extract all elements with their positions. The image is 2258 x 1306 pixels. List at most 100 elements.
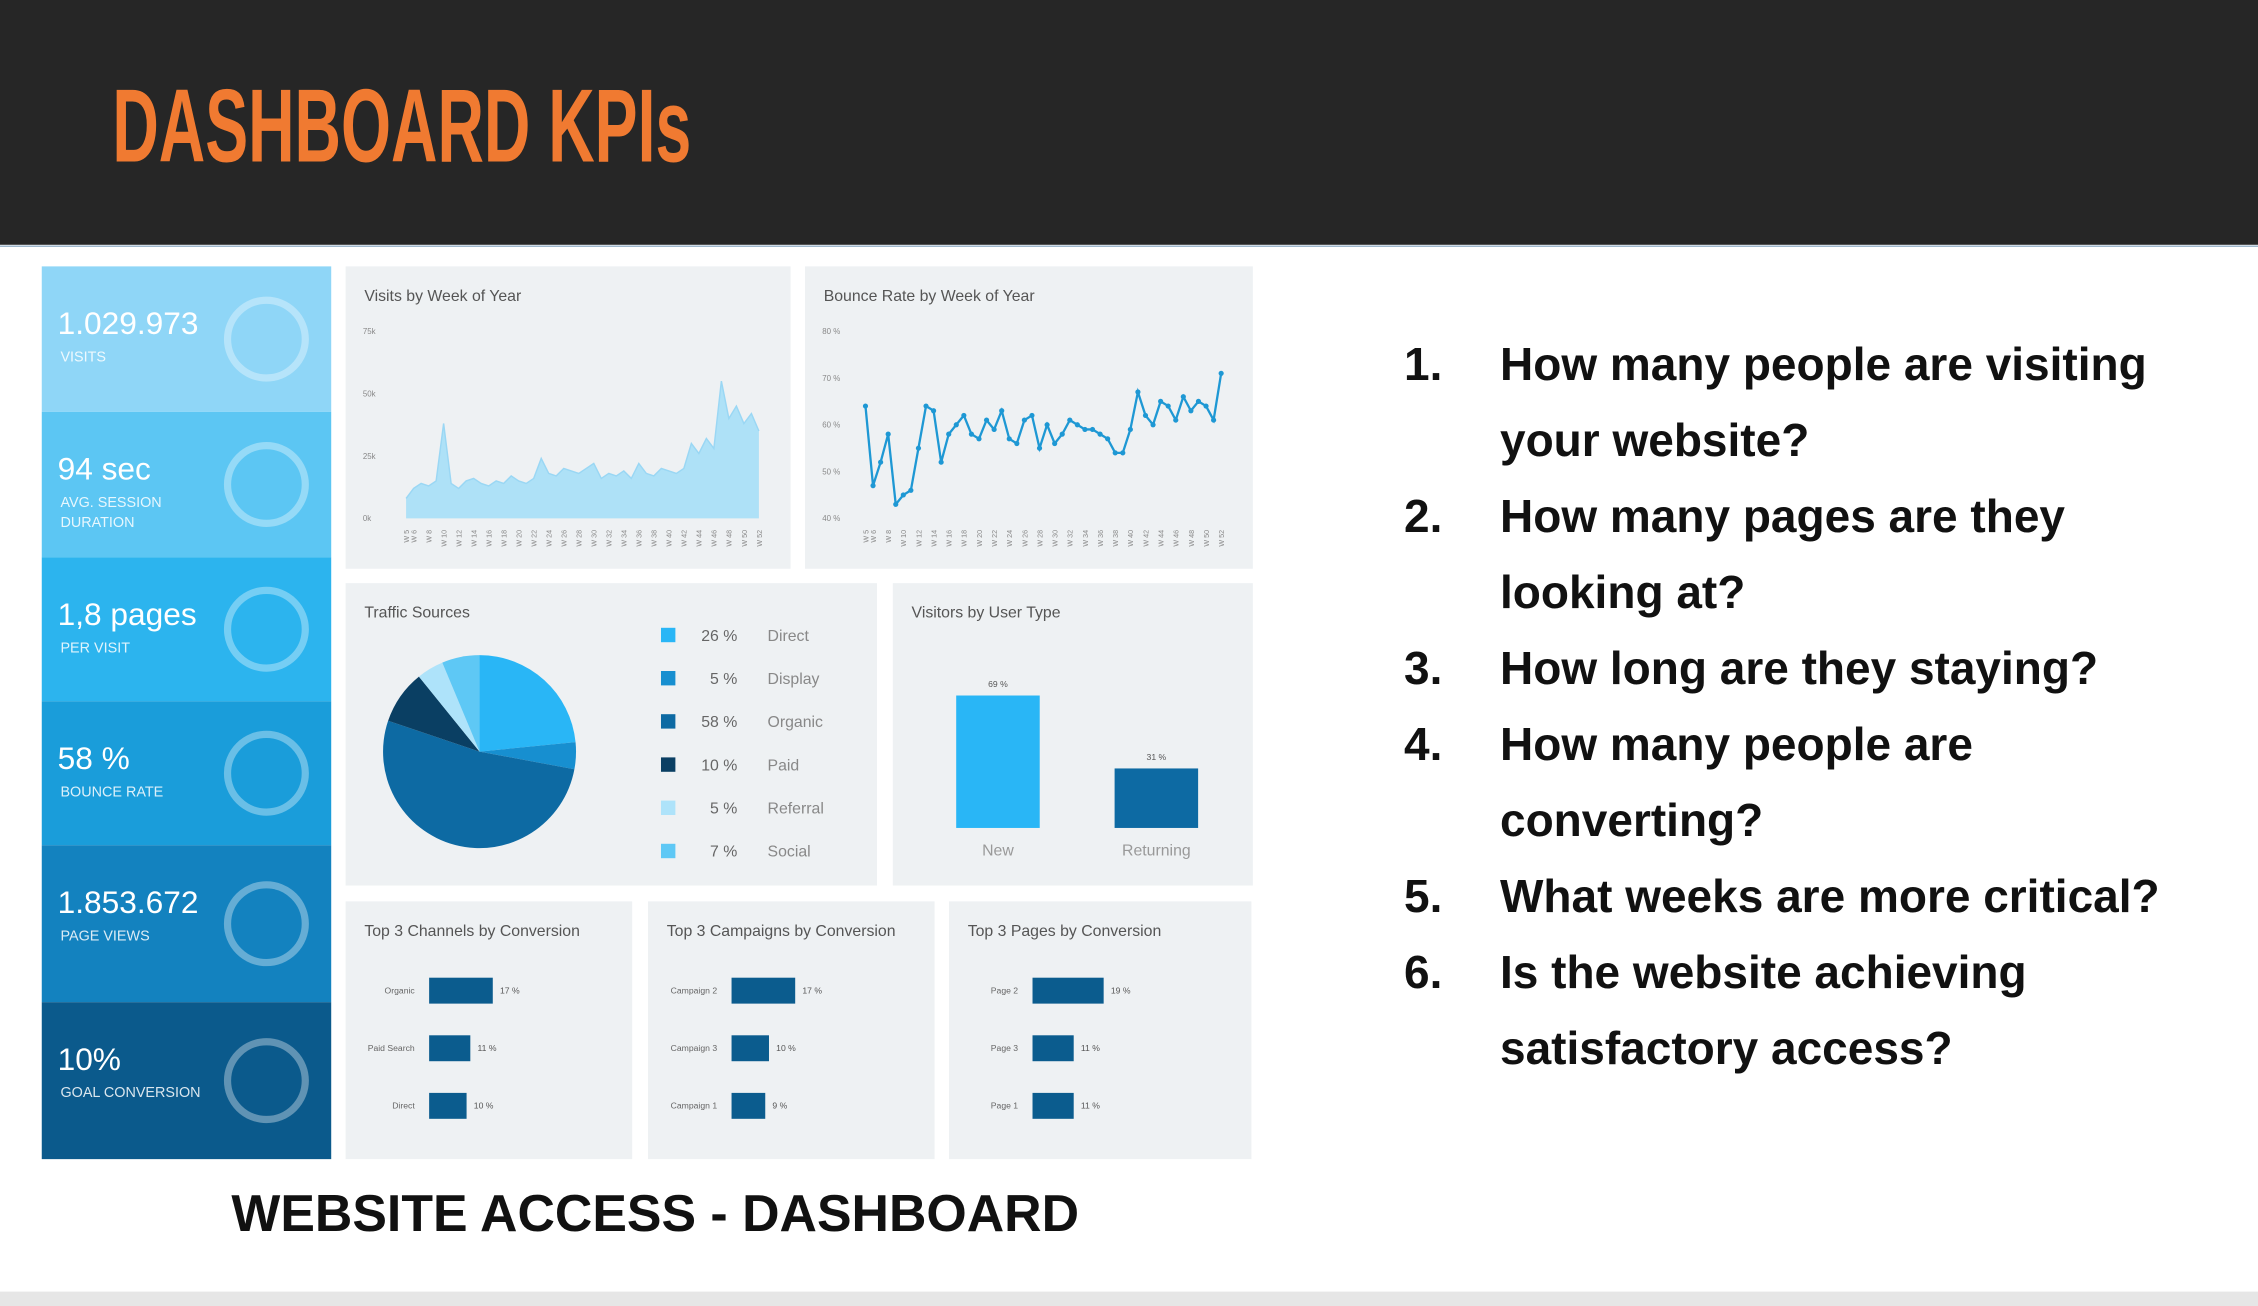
x-tick-label: W 6 xyxy=(409,530,418,543)
line-marker xyxy=(1112,450,1118,456)
kpi-value: 1.029.973 xyxy=(58,305,199,341)
question-number: 1. xyxy=(1404,338,1443,390)
line-marker xyxy=(893,501,899,507)
question: 5. What weeks are more critical? xyxy=(1404,858,2244,934)
line-marker xyxy=(1211,417,1217,423)
x-tick-label: W 34 xyxy=(1081,530,1090,547)
chart-panel xyxy=(345,901,633,1160)
bar xyxy=(1032,1035,1074,1062)
line-marker xyxy=(1021,417,1027,423)
x-tick-label: W 28 xyxy=(1035,530,1044,547)
line-marker xyxy=(1014,440,1020,447)
kpi-value: 1,8 pages xyxy=(58,596,197,632)
question: 1. How many people are visiting your webs… xyxy=(1404,326,2244,478)
question-number: 2. xyxy=(1404,490,1443,542)
y-category-label: Campaign 1 xyxy=(671,1101,718,1111)
question-number: 4. xyxy=(1404,718,1443,770)
kpi-value: 10% xyxy=(58,1041,121,1077)
line-marker xyxy=(1158,398,1164,404)
question-text: How long are they staying? xyxy=(1500,642,2099,694)
x-tick-label: W 46 xyxy=(710,530,719,547)
y-category-label: Campaign 2 xyxy=(671,986,718,996)
x-tick-label: W 26 xyxy=(560,530,569,547)
x-tick-label: W 30 xyxy=(590,530,599,547)
y-tick-label: 60 % xyxy=(822,421,840,430)
question-text: How many people are converting? xyxy=(1500,718,1973,846)
y-category-label: Page 2 xyxy=(991,986,1019,996)
y-tick-label: 50 % xyxy=(822,467,840,476)
x-tick-label: W 18 xyxy=(500,530,509,547)
x-tick-label: W 14 xyxy=(929,530,938,547)
chart-title: Top 3 Campaigns by Conversion xyxy=(667,923,896,940)
x-tick-label: W 50 xyxy=(740,530,749,547)
chart-panel xyxy=(648,901,935,1160)
x-tick-label: W 44 xyxy=(1156,530,1165,547)
question-list: 1. How many people are visiting your webs… xyxy=(1404,326,2244,1086)
line-marker xyxy=(1067,417,1073,423)
line-marker xyxy=(1052,440,1058,447)
question-text: How many pages are they looking at? xyxy=(1500,490,2065,618)
bar xyxy=(731,1092,766,1119)
bar xyxy=(731,1035,769,1062)
line-marker xyxy=(1105,436,1111,442)
legend-value: 26 % xyxy=(701,628,737,645)
pie-slice xyxy=(442,655,480,752)
x-tick-label: W 16 xyxy=(945,530,954,547)
legend-swatch xyxy=(660,843,676,859)
y-tick-label: 70 % xyxy=(822,374,840,383)
bar-value-label: 11 % xyxy=(1081,1043,1100,1053)
chart-title: Top 3 Channels by Conversion xyxy=(364,923,580,940)
line-marker xyxy=(983,417,990,423)
line-marker xyxy=(915,445,922,451)
legend-swatch xyxy=(660,670,676,686)
kpi-value: 94 sec xyxy=(58,450,151,486)
legend-name: Referral xyxy=(768,801,824,818)
question-text: What weeks are more critical? xyxy=(1500,870,2160,922)
y-tick-label: 80 % xyxy=(822,327,840,336)
bar xyxy=(429,1035,471,1062)
chart-title: Top 3 Pages by Conversion xyxy=(968,923,1162,940)
question-text: Is the website achieving satisfactory ac… xyxy=(1500,946,2027,1074)
header-bar xyxy=(0,0,2258,245)
y-category-label: Direct xyxy=(392,1101,415,1111)
line-marker xyxy=(908,487,914,493)
legend-value: 5 % xyxy=(710,801,737,818)
x-tick-label: W 12 xyxy=(914,530,923,547)
bar-value-label: 11 % xyxy=(1081,1101,1100,1111)
kpi-label: GOAL CONVERSION xyxy=(60,1085,200,1101)
kpi-label: BOUNCE RATE xyxy=(60,784,163,800)
pie-slice xyxy=(383,720,575,849)
line-marker xyxy=(1218,370,1224,376)
line-marker xyxy=(923,403,929,409)
y-tick-label: 40 % xyxy=(822,514,840,523)
area-line xyxy=(405,380,760,499)
x-tick-label: W 40 xyxy=(1126,530,1135,547)
kpi-label: AVG. SESSION xyxy=(60,495,161,511)
legend-name: Organic xyxy=(768,714,824,731)
y-tick-label: 75k xyxy=(363,327,376,336)
x-tick-label: W 38 xyxy=(1111,530,1120,547)
bar-value-label: 10 % xyxy=(776,1043,796,1053)
y-tick-label: 25k xyxy=(363,452,376,461)
x-tick-label: W 5 xyxy=(861,530,870,543)
x-tick-label: W 52 xyxy=(1217,530,1226,547)
x-tick-label: W 22 xyxy=(990,530,999,547)
y-category-label: Paid Search xyxy=(368,1043,415,1053)
pie-slice xyxy=(479,742,577,770)
x-tick-label: W 50 xyxy=(1202,530,1211,547)
line-marker xyxy=(1142,412,1149,419)
bar-value-label: 9 % xyxy=(772,1101,787,1111)
line-marker xyxy=(862,403,869,409)
line-marker xyxy=(976,436,982,442)
y-category-label: Page 1 xyxy=(991,1101,1019,1111)
x-tick-label: W 32 xyxy=(1066,530,1075,547)
line-marker xyxy=(953,422,959,428)
line-marker xyxy=(1059,431,1065,437)
kpi-tile xyxy=(41,1002,332,1160)
x-category-label: Returning xyxy=(1122,842,1191,859)
legend-value: 10 % xyxy=(701,757,737,774)
kpi-icon xyxy=(223,1038,309,1124)
legend-swatch xyxy=(660,757,676,772)
chart-title: Visits by Week of Year xyxy=(364,288,522,305)
